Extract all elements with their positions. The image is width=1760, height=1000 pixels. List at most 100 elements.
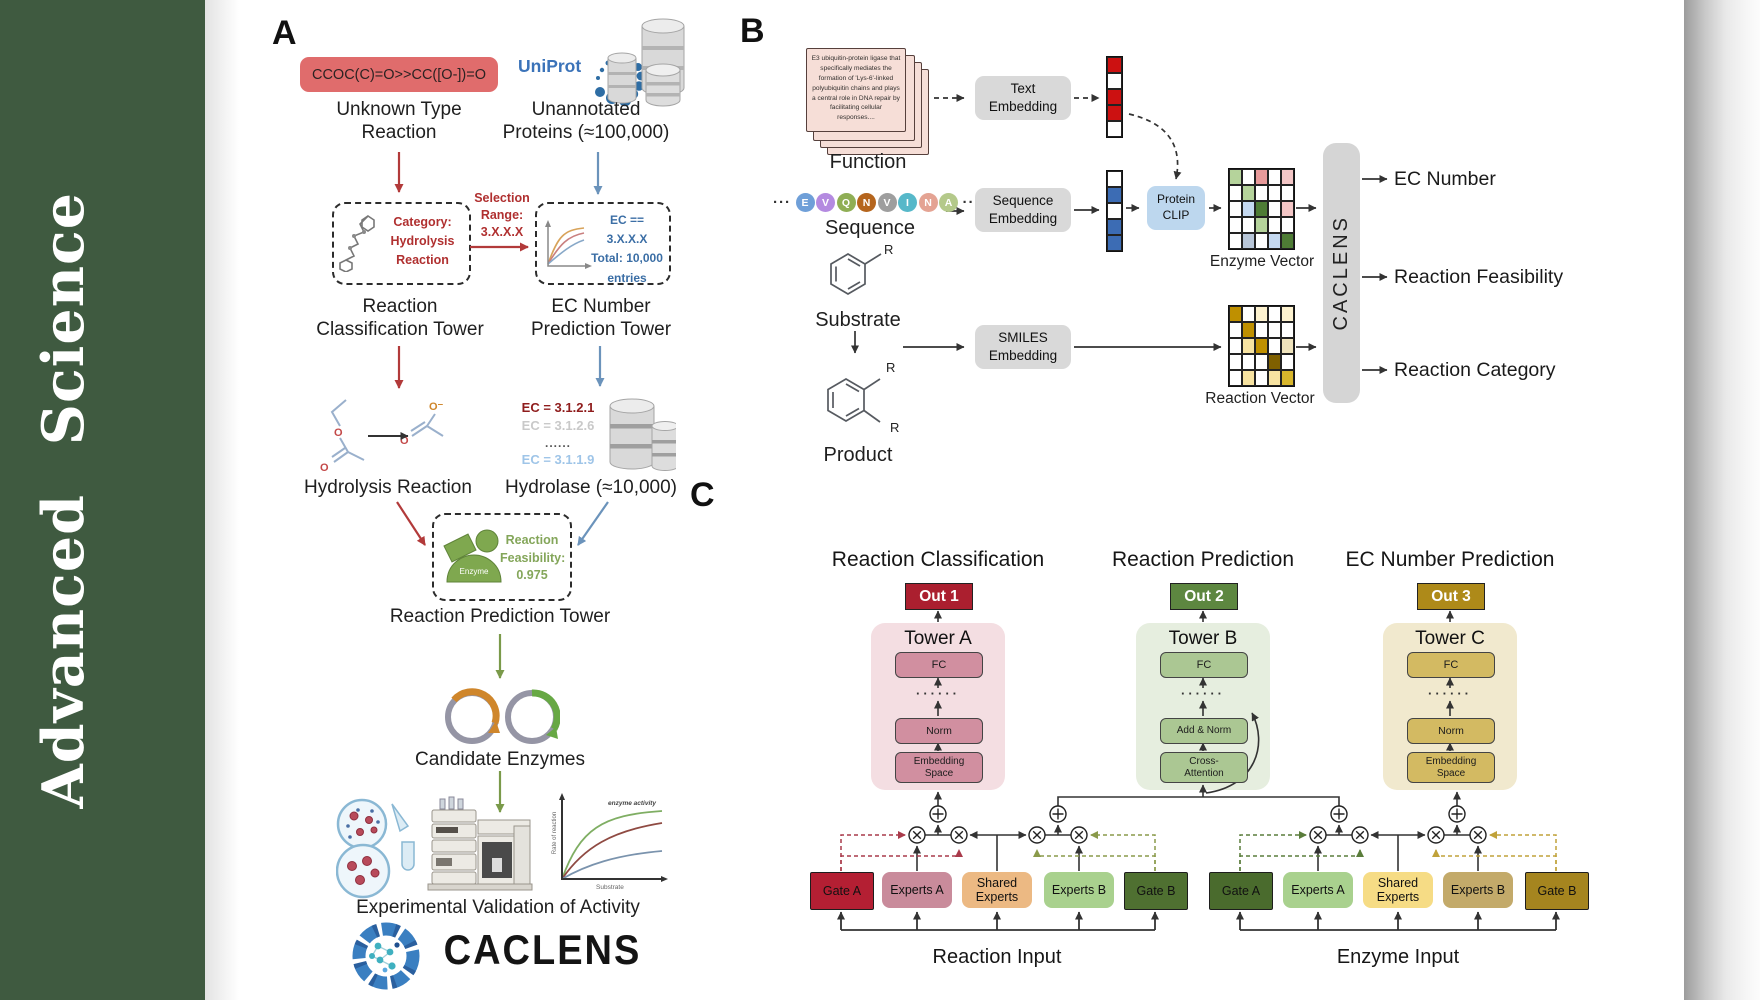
page-right-shadow: [1684, 0, 1760, 1000]
ec-tower-label: EC Number Prediction Tower: [530, 296, 672, 341]
enzyme-icon: [443, 529, 502, 583]
reaction-vector-matrix: [1228, 305, 1295, 387]
group2-experts-b: Experts B: [1443, 872, 1513, 908]
text-embedding-box: Text Embedding: [975, 76, 1071, 120]
ec-curves-icon: [545, 220, 592, 269]
ec-item: EC = 3.1.1.9: [521, 452, 595, 467]
caclens-module-box: CACLENS: [1323, 143, 1360, 403]
ec-number-list: EC = 3.1.2.1 EC = 3.1.2.6 ...... EC = 3.…: [516, 400, 600, 470]
ec-item: EC = 3.1.2.6: [521, 418, 595, 433]
function-card-text: E3 ubiquitin-protein ligase that specifi…: [811, 55, 901, 122]
tower-c-title: Tower C: [1415, 628, 1485, 649]
function-label: Function: [829, 151, 907, 173]
residue-circle: N: [857, 193, 876, 212]
ellipsis: ···: [773, 194, 791, 211]
caclens-logo-icon: [352, 922, 420, 990]
caclens-wordmark: CACLENS: [443, 927, 642, 975]
cell-samples-icon: [336, 798, 415, 899]
category-hydrolysis-text: Category: Hydrolysis Reaction: [390, 215, 455, 267]
reaction-classification-dashed-box: [332, 202, 471, 285]
reaction-input-label: Reaction Input: [932, 946, 1062, 968]
product-node-icons: [908, 826, 1487, 844]
group2-experts-a: Experts A: [1283, 872, 1353, 908]
sum-node-icons: [929, 805, 1466, 823]
group1-experts-a: Experts A: [882, 872, 952, 908]
out2-box: Out 2: [1170, 583, 1238, 610]
tower-a-fc: FC: [895, 652, 983, 678]
reaction-feasibility-dashed-box: [432, 513, 572, 601]
hydrolysis-molecules-icon: O O O⁻ O: [320, 399, 444, 474]
tower-b-add-norm: Add & Norm: [1160, 718, 1248, 744]
plasmid-icon-green: [505, 689, 560, 744]
out1-box: Out 1: [905, 583, 973, 610]
smiles-reaction-box: CCOC(C)=O>>CC([O-])=O: [300, 57, 498, 92]
product-r-group: R: [886, 360, 896, 375]
panel-c-label: C: [690, 476, 715, 514]
product-molecule-icon: [827, 378, 881, 423]
enzyme-vector-label: Enzyme Vector: [1209, 253, 1315, 270]
ec-item: EC = 3.1.2.1: [521, 400, 595, 415]
unannotated-proteins-label: Unannotated Proteins (≈100,000): [502, 99, 670, 144]
hydrolysis-reaction-label: Hydrolysis Reaction: [304, 477, 472, 498]
classification-tower-label: Reaction Classification Tower: [316, 296, 484, 341]
feasibility-text: Reaction Feasibility: 0.975: [500, 533, 566, 582]
experimental-validation-label: Experimental Validation of Activity: [356, 897, 640, 918]
sequence-label: Sequence: [824, 217, 916, 239]
enzyme-vector-matrix: [1228, 168, 1295, 250]
ec-box-text: EC == 3.X.X.X Total: 10,000 entries: [591, 213, 663, 285]
smiles-string: CCOC(C)=O>>CC([O-])=O: [311, 66, 486, 83]
group1-experts-b: Experts B: [1044, 872, 1114, 908]
tower-b-dots: ······: [1181, 686, 1225, 701]
reaction-vector-label: Reaction Vector: [1205, 390, 1315, 407]
panel-b-label: B: [740, 12, 765, 50]
group2-gate-a: Gate A: [1209, 872, 1273, 910]
chart-ylabel: Rate of reaction: [552, 811, 558, 855]
svg-text:O: O: [400, 435, 409, 447]
panel-a-label: A: [272, 14, 297, 52]
enzyme-icon-label: Enzyme: [459, 567, 489, 576]
output-ec-number: EC Number: [1394, 168, 1496, 190]
header-ec-number-prediction: EC Number Prediction: [1345, 548, 1555, 571]
residue-circle: A: [939, 193, 958, 212]
database-stack-icon: [607, 18, 685, 107]
reaction-prediction-tower-label: Reaction Prediction Tower: [389, 606, 611, 627]
molecule-scribble-icon: [339, 215, 375, 272]
uniprot-logo: UniProt: [518, 56, 582, 76]
hydrolase-label: Hydrolase (≈10,000): [504, 477, 677, 498]
output-reaction-category: Reaction Category: [1394, 359, 1556, 381]
header-reaction-prediction: Reaction Prediction: [1111, 548, 1295, 571]
tower-a-embedding-space: Embedding Space: [895, 752, 983, 783]
tower-c-embedding-space: Embedding Space: [1407, 752, 1495, 783]
function-card-stack: E3 ubiquitin-protein ligase that specifi…: [806, 48, 936, 158]
journal-title: Advanced Science: [30, 191, 97, 809]
page-left-shadow: [205, 0, 239, 1000]
tower-b-fc: FC: [1160, 652, 1248, 678]
unknown-reaction-label: Unknown Type Reaction: [336, 99, 462, 144]
enzyme-input-label: Enzyme Input: [1336, 946, 1460, 968]
substrate-molecule-icon: [830, 253, 882, 295]
ec-item: ......: [544, 436, 571, 450]
svg-text:O: O: [334, 427, 343, 439]
out3-box: Out 3: [1417, 583, 1485, 610]
sequence-embedding-vector: [1106, 170, 1123, 252]
protein-clip-box: Protein CLIP: [1147, 186, 1205, 230]
hplc-instrument-icon: [427, 796, 533, 891]
tower-c-norm: Norm: [1407, 718, 1495, 744]
group1-gate-b: Gate B: [1124, 872, 1188, 910]
plasmid-icon-orange: [445, 688, 500, 744]
sequence-embedding-box: Sequence Embedding: [975, 188, 1071, 232]
group2-gate-b: Gate B: [1525, 872, 1589, 910]
tower-a-norm: Norm: [895, 718, 983, 744]
candidate-enzymes-label: Candidate Enzymes: [414, 749, 586, 770]
smiles-embedding-box: SMILES Embedding: [975, 325, 1071, 369]
residue-circle: V: [816, 193, 835, 212]
chart-annotation: enzyme activity: [608, 800, 657, 807]
residue-circle: E: [795, 193, 815, 212]
tower-b-cross-attention: Cross- Attention: [1160, 752, 1248, 783]
residue-circle: Q: [836, 193, 856, 212]
tower-c-fc: FC: [1407, 652, 1495, 678]
tower-a-dots: ······: [916, 686, 960, 701]
